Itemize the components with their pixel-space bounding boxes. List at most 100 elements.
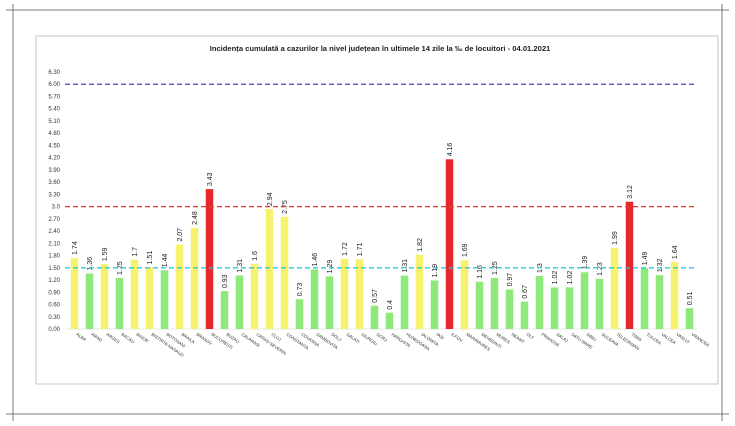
bar-caras-severin <box>250 263 259 329</box>
value-label: 0.51 <box>687 291 694 305</box>
value-label: 2.07 <box>177 228 184 242</box>
value-label: 0.67 <box>522 285 529 299</box>
bar-cluj <box>265 209 274 329</box>
bar-mehedinti <box>475 281 484 329</box>
value-label: 1.51 <box>147 251 154 265</box>
value-label: 1.39 <box>582 256 589 270</box>
bar-constanta <box>280 216 289 329</box>
bar-olt <box>520 301 529 329</box>
value-label: 2.48 <box>192 211 199 225</box>
bar-arges <box>100 264 109 329</box>
value-label: 1.25 <box>117 261 124 275</box>
value-label: 3.12 <box>627 185 634 199</box>
bar-dambovita <box>310 269 319 329</box>
y-tick-label: 2.70 <box>48 217 60 223</box>
bar-ialomita <box>415 254 424 329</box>
bar-alba <box>70 258 79 329</box>
value-label: 1.7 <box>132 247 139 257</box>
x-axis-labels: ALBA ARAD ARGES BACAU BIHOR BISTRITA-NASAUDBO… <box>75 332 710 358</box>
y-tick-label: 4.80 <box>48 131 60 137</box>
category-label: VRANCEA <box>690 332 710 348</box>
value-label: 1.29 <box>327 260 334 274</box>
plot-border <box>35 35 719 385</box>
y-tick-label: 1.20 <box>48 278 60 284</box>
category-label: BIHOR <box>135 332 149 344</box>
value-label: 1.69 <box>462 243 469 257</box>
value-label: 1.82 <box>417 238 424 252</box>
value-label: 1.46 <box>312 253 319 267</box>
bar-gorj <box>370 305 379 329</box>
bar-ilfov <box>445 159 454 329</box>
bar-covasna <box>295 299 304 329</box>
bar-galati <box>340 258 349 329</box>
value-label: 1.71 <box>357 243 364 257</box>
bar-bacau <box>115 278 124 329</box>
bar-giurgiu <box>355 259 364 329</box>
bar-bucuresti <box>205 189 214 329</box>
category-label: ARAD <box>90 332 103 343</box>
y-tick-label: 5.70 <box>48 94 60 100</box>
category-label: OLT <box>525 332 535 341</box>
y-tick-label: 3.90 <box>48 168 60 174</box>
category-label: GORJ <box>375 332 388 343</box>
bar-harghita <box>385 312 394 329</box>
category-label: BRASOV <box>195 332 213 346</box>
value-label: 1.99 <box>612 231 619 245</box>
bar-botosani <box>160 270 169 329</box>
threshold-lines <box>65 83 697 269</box>
value-label: 1.02 <box>567 271 574 285</box>
value-label: 1.49 <box>642 251 649 265</box>
value-label: 1.31 <box>237 259 244 273</box>
value-label: 1.6 <box>252 251 259 261</box>
value-label: 1.36 <box>87 257 94 271</box>
y-tick-label: 3.30 <box>48 192 60 198</box>
value-label: 1.23 <box>597 262 604 276</box>
bar-valcea <box>655 275 664 329</box>
category-label: GALATI <box>345 332 360 345</box>
bar-maramures <box>460 260 469 329</box>
y-tick-label: 4.50 <box>48 143 60 149</box>
y-tick-label: 0.60 <box>48 303 60 309</box>
category-label: SIBIU <box>585 332 597 343</box>
category-label: ALBA <box>75 332 87 342</box>
bar-sibiu <box>580 272 589 329</box>
bar-hunedoara <box>400 275 409 329</box>
bar-bihor <box>130 259 139 329</box>
bar-satu-mare <box>565 287 574 329</box>
value-label: 1.16 <box>477 265 484 279</box>
y-tick-label: 0.30 <box>48 315 60 321</box>
category-label: TIMIS <box>630 332 642 343</box>
value-label: 0.97 <box>507 273 514 287</box>
y-tick-label: 3.0 <box>52 205 61 211</box>
y-tick-label: 3.60 <box>48 180 60 186</box>
value-label: 1.59 <box>102 247 109 261</box>
value-label: 4.16 <box>447 143 454 157</box>
value-label: 0.57 <box>372 289 379 303</box>
y-tick-label: 1.80 <box>48 254 60 260</box>
bars <box>70 159 694 329</box>
value-label: 0.4 <box>387 300 394 310</box>
bar-salaj <box>550 287 559 329</box>
y-tick-label: 2.40 <box>48 229 60 235</box>
value-label: 3.43 <box>207 172 214 186</box>
bar-vaslui <box>670 262 679 329</box>
value-label: 1.44 <box>162 254 169 268</box>
bar-vrancea <box>685 308 694 329</box>
y-tick-label: 5.10 <box>48 119 60 125</box>
bar-arad <box>85 273 94 329</box>
category-label: ARGES <box>105 332 120 345</box>
bar-calarasi <box>235 275 244 329</box>
value-label: 1.25 <box>492 261 499 275</box>
category-label: NEAMT <box>510 332 525 345</box>
bar-braila <box>175 244 184 329</box>
value-label: 0.93 <box>222 274 229 288</box>
bar-buzau <box>220 291 229 329</box>
bar-tulcea <box>640 268 649 329</box>
y-axis: 0.00 0.30 0.60 0.90 1.20 1.50 1.80 2.10 2.40 2.70… <box>48 70 697 333</box>
bar-dolj <box>325 276 334 329</box>
y-tick-label: 1.50 <box>48 266 60 272</box>
category-label: VASLUI <box>675 332 690 345</box>
category-label: BACAU <box>120 332 135 345</box>
category-label: ILFOV <box>450 332 463 343</box>
